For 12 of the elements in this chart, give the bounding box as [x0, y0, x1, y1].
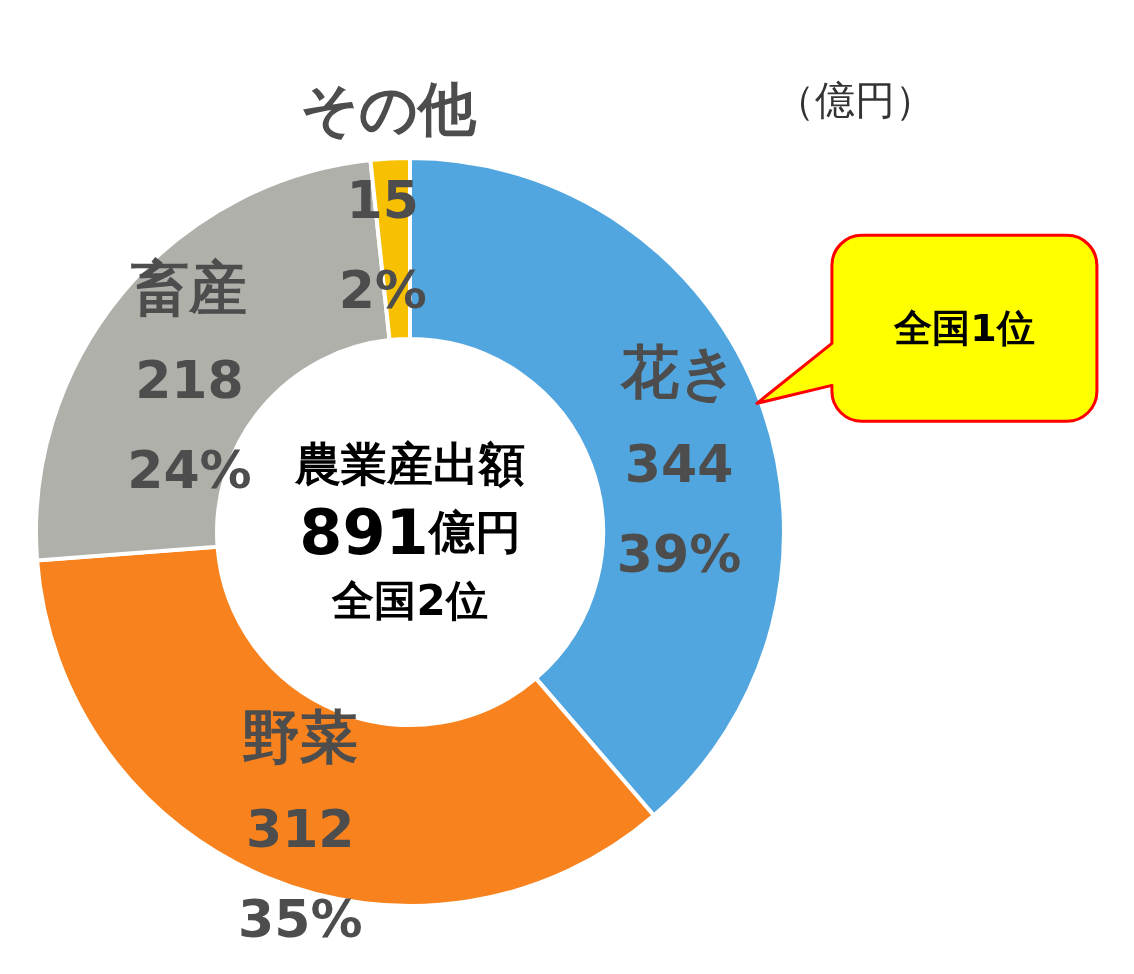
text: （億円） — [775, 77, 935, 123]
slice-label: その他 — [299, 74, 477, 143]
text: 891億円 — [299, 495, 521, 569]
slice-label: 花き — [619, 338, 738, 407]
data-label: 312 35% — [238, 799, 363, 950]
text: 農業産出額 — [294, 437, 525, 491]
data-label: 344 39% — [616, 434, 742, 585]
text: 全国1位 — [894, 306, 1035, 351]
slice-label: 野菜 — [242, 703, 359, 772]
text: 全国2位 — [331, 575, 488, 625]
data-label: 15 2% — [338, 170, 427, 321]
slice-label: 畜産 — [131, 254, 248, 323]
